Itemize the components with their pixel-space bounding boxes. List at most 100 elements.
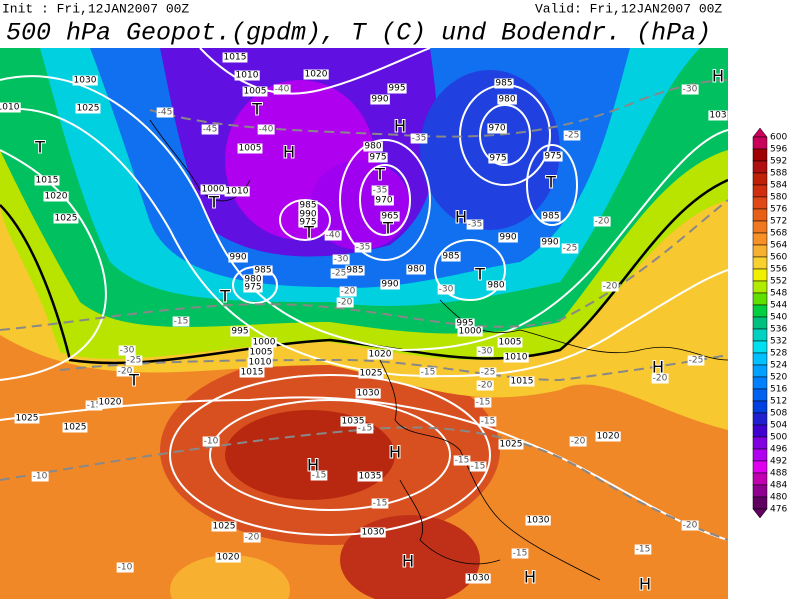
colorbar-label: 480 xyxy=(770,493,787,503)
temperature-label-box xyxy=(681,520,699,531)
colorbar-label: 524 xyxy=(770,361,787,371)
pressure-label: 1015 xyxy=(224,53,247,63)
temperature-label: -35 xyxy=(468,220,483,230)
temperature-label: -20 xyxy=(603,282,618,292)
pressure-label: 103 xyxy=(709,111,726,121)
colorbar-label: 552 xyxy=(770,277,787,287)
pressure-label: 1030 xyxy=(357,389,380,399)
temperature-label: -15 xyxy=(636,545,651,555)
colorbar-band xyxy=(752,280,768,294)
temperature-label: -20 xyxy=(338,298,353,308)
temperature-label: -30 xyxy=(439,285,454,295)
pressure-label: 980 xyxy=(407,265,424,275)
temperature-label-box xyxy=(419,367,437,378)
temperature-label-box xyxy=(330,268,348,279)
pressure-label: 975 xyxy=(489,154,506,164)
colorbar-band xyxy=(752,460,768,474)
temperature-label-box xyxy=(336,297,354,308)
temperature-label-box xyxy=(687,355,705,366)
pressure-label: 1015 xyxy=(36,176,59,186)
pressure-label: 1005 xyxy=(244,87,267,97)
pressure-label: 1025 xyxy=(500,440,523,450)
pressure-label-box xyxy=(525,515,551,526)
pressure-label-box xyxy=(541,211,561,222)
colorbar-band xyxy=(752,220,768,234)
colorbar-band xyxy=(752,376,768,390)
colorbar-label: 504 xyxy=(770,421,787,431)
pressure-label-box xyxy=(62,422,88,433)
temperature-label-box xyxy=(437,284,455,295)
pressure-label-box xyxy=(224,186,250,197)
pressure-label: 975 xyxy=(369,153,386,163)
pressure-label: 1010 xyxy=(249,358,272,368)
colorbar-band xyxy=(752,244,768,258)
pressure-label: 965 xyxy=(381,212,398,222)
colorbar-label: 560 xyxy=(770,253,787,263)
pressure-center: T xyxy=(34,138,45,157)
temperature-label-box xyxy=(371,498,389,509)
colorbar-label: 492 xyxy=(770,457,787,467)
pressure-label: 1025 xyxy=(77,104,100,114)
colorbar-label: 600 xyxy=(770,133,787,143)
temperature-label-box xyxy=(511,548,529,559)
temperature-label: -15 xyxy=(358,424,373,434)
pressure-label-box xyxy=(363,141,383,152)
pressure-label-box xyxy=(234,70,260,81)
pressure-label: 990 xyxy=(229,253,246,263)
pressure-label-box xyxy=(355,388,381,399)
pressure-label-box xyxy=(357,471,383,482)
pressure-label: 1030 xyxy=(362,528,385,538)
pressure-label-box xyxy=(509,376,535,387)
colorbar-band xyxy=(752,268,768,282)
colorbar-band xyxy=(752,292,768,306)
colorbar-band xyxy=(752,208,768,222)
pressure-label-box xyxy=(237,143,263,154)
temperature-label-box xyxy=(476,346,494,357)
temperature-label: -15 xyxy=(513,549,528,559)
colorbar-band xyxy=(752,388,768,402)
pressure-label: 980 xyxy=(244,275,261,285)
isobars xyxy=(0,48,728,541)
colorbar-band xyxy=(752,256,768,270)
pressure-label: 1030 xyxy=(74,76,97,86)
temperature-label-box xyxy=(201,124,219,135)
temperature-label: -20 xyxy=(595,217,610,227)
temperature-label-box xyxy=(339,286,357,297)
colorbar: 600 596 592 588 584 580 576 572 568 564 560 556 552 5… xyxy=(752,127,787,519)
pressure-center: T xyxy=(382,219,393,238)
temperature-label: -45 xyxy=(203,125,218,135)
colorbar-label: 512 xyxy=(770,397,787,407)
pressure-label-box xyxy=(253,265,273,276)
pressure-label-box xyxy=(247,357,273,368)
pressure-label: 980 xyxy=(364,142,381,152)
pressure-label: 1015 xyxy=(241,368,264,378)
colorbar-band xyxy=(752,304,768,318)
colorbar-band xyxy=(752,328,768,342)
pressure-label-box xyxy=(368,152,388,163)
field-yellow xyxy=(170,555,290,599)
temperature-label-box xyxy=(474,397,492,408)
valid-time: Valid: Fri,12JAN2007 00Z xyxy=(535,1,722,16)
pressure-label: 990 xyxy=(499,233,516,243)
temperature-label-box xyxy=(85,400,103,411)
pressure-label-box xyxy=(503,352,529,363)
temperature-label-box xyxy=(332,254,350,265)
temperature-label: -20 xyxy=(571,437,586,447)
colorbar-label: 500 xyxy=(770,433,787,443)
colorbar-band xyxy=(752,412,768,426)
colorbar-band xyxy=(752,136,768,150)
pressure-label: 1005 xyxy=(499,338,522,348)
pressure-center: H xyxy=(283,143,295,162)
temperature-label-box xyxy=(371,185,389,196)
temperature-label: -30 xyxy=(683,85,698,95)
pressure-label-box xyxy=(380,279,400,290)
colorbar-band xyxy=(752,160,768,174)
temperature-label: -25 xyxy=(565,131,580,141)
pressure-label: 990 xyxy=(381,280,398,290)
temperature-label: -20 xyxy=(341,287,356,297)
pressure-label: 1000 xyxy=(202,185,225,195)
colorbar-tip xyxy=(752,127,768,138)
temperature-label: -30 xyxy=(120,346,135,356)
pressure-label-box xyxy=(360,527,386,538)
